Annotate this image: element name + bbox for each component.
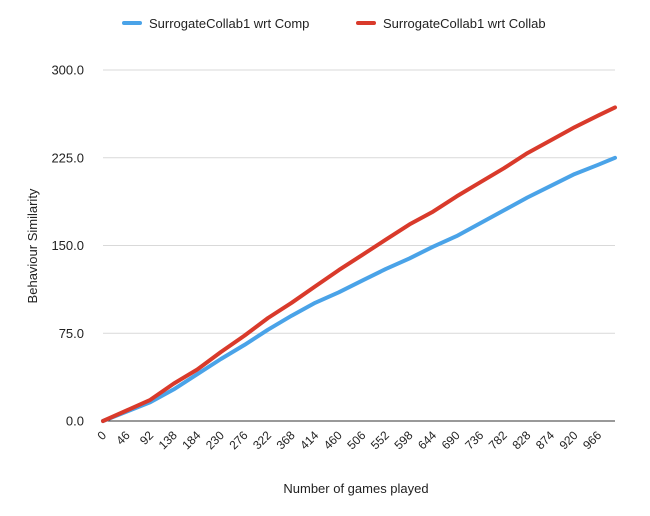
grid-lines: [103, 69, 615, 422]
x-tick-label: 506: [344, 428, 368, 452]
series-line: [101, 105, 617, 423]
y-tick-label: 0.0: [66, 414, 84, 429]
x-tick-label: 230: [203, 428, 227, 452]
x-tick-label: 644: [415, 428, 439, 452]
x-tick-label: 0: [94, 428, 109, 443]
x-tick-label: 966: [580, 428, 604, 452]
legend-label: SurrogateCollab1 wrt Collab: [383, 16, 546, 31]
x-tick-label: 138: [156, 428, 180, 452]
x-tick-label: 828: [509, 428, 533, 452]
y-axis-title: Behaviour Similarity: [25, 188, 40, 303]
x-tick-label: 736: [462, 428, 486, 452]
x-axis-title: Number of games played: [283, 481, 428, 496]
x-tick-label: 322: [250, 428, 274, 452]
y-tick-label: 300.0: [51, 63, 84, 78]
legend: SurrogateCollab1 wrt Comp SurrogateCollab…: [122, 16, 546, 31]
x-tick-label: 690: [439, 428, 463, 452]
x-tick-label: 184: [179, 428, 203, 452]
x-tick-label: 598: [392, 428, 416, 452]
x-tick-label: 460: [321, 428, 345, 452]
x-tick-label: 874: [533, 428, 557, 452]
x-tick-label: 92: [137, 428, 157, 448]
y-tick-label: 150.0: [51, 238, 84, 253]
x-axis-ticks: 0 46 92 138 184 230 276 322 368 414 460 506 552 598 64…: [94, 428, 604, 452]
x-tick-label: 552: [368, 428, 392, 452]
x-tick-label: 414: [297, 428, 321, 452]
y-tick-label: 75.0: [59, 326, 84, 341]
x-tick-label: 368: [274, 428, 298, 452]
x-tick-label: 276: [227, 428, 251, 452]
legend-label: SurrogateCollab1 wrt Comp: [149, 16, 309, 31]
series-line: [101, 155, 617, 423]
y-tick-label: 225.0: [51, 150, 84, 165]
x-tick-label: 920: [557, 428, 581, 452]
series-lines: [101, 105, 617, 423]
y-axis-ticks: 0.0 75.0 150.0 225.0 300.0: [51, 63, 84, 429]
x-tick-label: 46: [113, 428, 133, 448]
x-tick-label: 782: [486, 428, 510, 452]
